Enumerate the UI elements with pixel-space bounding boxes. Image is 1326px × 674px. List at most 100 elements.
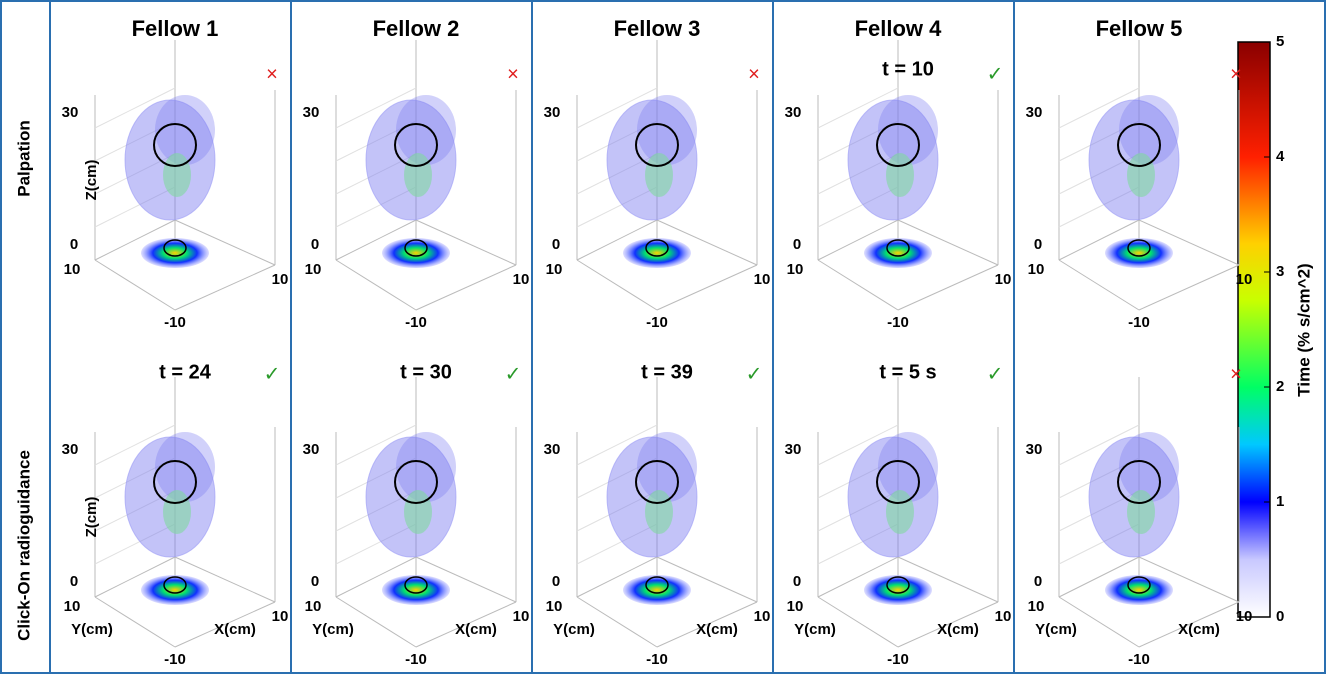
- axis-grid: [95, 260, 175, 310]
- x-tick-label: 10: [272, 271, 289, 288]
- x-tick-label: 10: [1236, 271, 1253, 288]
- z-axis-title: Z(cm): [83, 160, 100, 201]
- result-mark: ×: [748, 63, 760, 85]
- x-tick-label: 10: [995, 608, 1012, 625]
- colorbar-tick-label: 5: [1276, 33, 1284, 50]
- time-label: t = 24: [159, 361, 212, 383]
- volume-blob: [155, 432, 215, 502]
- x-axis-title: X(cm): [1178, 621, 1220, 638]
- column-header: Fellow 4: [855, 16, 943, 41]
- column-header: Fellow 2: [373, 16, 460, 41]
- corner-tick-label: -10: [887, 314, 909, 331]
- z-tick-label: 30: [544, 104, 561, 121]
- volume-blob: [637, 95, 697, 165]
- floor-map: [1105, 238, 1173, 268]
- corner-tick-label: -10: [887, 651, 909, 668]
- y-tick-label: 10: [787, 598, 804, 615]
- volume-blob: [1119, 95, 1179, 165]
- panel: 30 0 10 10 -10 ×: [1026, 40, 1253, 331]
- panel: 30 0 10 10 -10 ×: [544, 40, 771, 331]
- hotspot: [645, 490, 673, 534]
- column-header: Fellow 3: [614, 16, 701, 41]
- hotspot: [1127, 490, 1155, 534]
- hotspot: [404, 153, 432, 197]
- z-tick-label: 30: [544, 441, 561, 458]
- z-axis-title: Z(cm): [83, 497, 100, 538]
- y-tick-label: 10: [546, 261, 563, 278]
- axis-grid: [657, 265, 757, 310]
- column-header: Fellow 5: [1096, 16, 1183, 41]
- colorbar-label: Time (% s/cm^2): [1294, 263, 1313, 396]
- y-axis-title: Y(cm): [553, 621, 595, 638]
- hotspot: [645, 153, 673, 197]
- x-tick-label: 10: [513, 608, 530, 625]
- y-axis-title: Y(cm): [71, 621, 113, 638]
- x-axis-title: X(cm): [455, 621, 497, 638]
- volume-blob: [637, 432, 697, 502]
- floor-map: [623, 238, 691, 268]
- floor-map: [382, 238, 450, 268]
- floor-map: [864, 238, 932, 268]
- x-tick-label: 10: [754, 271, 771, 288]
- floor-map: [141, 575, 209, 605]
- result-mark: ×: [1230, 63, 1242, 85]
- column-header: Fellow 1: [132, 16, 219, 41]
- hotspot: [404, 490, 432, 534]
- colorbar-tick-label: 4: [1276, 148, 1285, 165]
- floor-map: [1105, 575, 1173, 605]
- y-tick-label: 10: [546, 598, 563, 615]
- hotspot: [1127, 153, 1155, 197]
- x-tick-label: 10: [754, 608, 771, 625]
- z-tick-label: 0: [1034, 236, 1042, 253]
- y-axis-title: Y(cm): [794, 621, 836, 638]
- row-label: Click-On radioguidance: [14, 450, 33, 641]
- panel: 3001010-10Y(cm)X(cm)t = 39✓: [544, 361, 771, 668]
- corner-tick-label: -10: [164, 314, 186, 331]
- row-label: Palpation: [14, 120, 33, 197]
- y-tick-label: 10: [787, 261, 804, 278]
- volume-blob: [878, 432, 938, 502]
- colorbar-tick-label: 0: [1276, 608, 1284, 625]
- corner-tick-label: -10: [1128, 651, 1150, 668]
- result-mark: ✓: [987, 363, 1004, 385]
- z-tick-label: 30: [1026, 104, 1043, 121]
- corner-tick-label: -10: [646, 314, 668, 331]
- y-tick-label: 10: [64, 598, 81, 615]
- z-tick-label: 30: [62, 104, 79, 121]
- z-tick-label: 0: [311, 573, 319, 590]
- x-axis-title: X(cm): [214, 621, 256, 638]
- hotspot: [886, 153, 914, 197]
- result-mark: ✓: [264, 363, 281, 385]
- axis-grid: [336, 260, 416, 310]
- floor-map: [864, 575, 932, 605]
- z-tick-label: 0: [70, 236, 78, 253]
- z-tick-label: 0: [552, 236, 560, 253]
- colorbar: Time (% s/cm^2): [1238, 42, 1313, 617]
- y-tick-label: 10: [305, 261, 322, 278]
- z-tick-label: 0: [311, 236, 319, 253]
- y-axis-title: Y(cm): [312, 621, 354, 638]
- axis-grid: [577, 260, 657, 310]
- axis-grid: [416, 265, 516, 310]
- panel: 3001010-10Y(cm)X(cm)t = 30✓: [303, 361, 530, 668]
- time-label: t = 10: [882, 58, 934, 80]
- volume-blob: [155, 95, 215, 165]
- x-tick-label: 10: [513, 271, 530, 288]
- y-tick-label: 10: [1028, 261, 1045, 278]
- corner-tick-label: -10: [646, 651, 668, 668]
- figure: Time (% s/cm^2) Palpation Click-On radiog…: [0, 0, 1326, 674]
- corner-tick-label: -10: [1128, 314, 1150, 331]
- corner-tick-label: -10: [405, 651, 427, 668]
- z-tick-label: 30: [785, 441, 802, 458]
- hotspot: [163, 153, 191, 197]
- z-tick-label: 30: [303, 441, 320, 458]
- y-tick-label: 10: [64, 261, 81, 278]
- axis-grid: [1139, 265, 1239, 310]
- axis-grid: [1059, 260, 1139, 310]
- x-axis-title: X(cm): [937, 621, 979, 638]
- result-mark: ✓: [746, 363, 763, 385]
- floor-map: [382, 575, 450, 605]
